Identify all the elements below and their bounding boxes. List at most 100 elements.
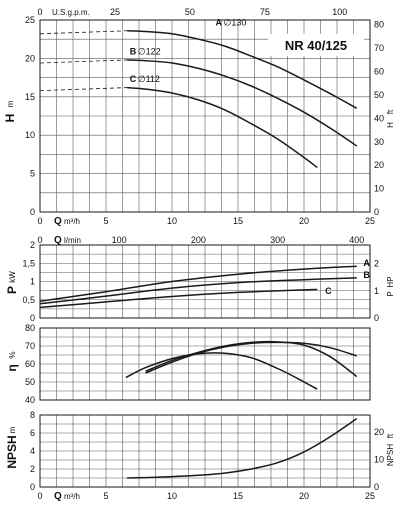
power-curve-label-c: C	[325, 286, 332, 296]
power-top-tick-label: 400	[349, 235, 364, 245]
head-y2-tick-label: 70	[374, 43, 384, 53]
head-top-tick-label: 25	[110, 7, 120, 17]
power-curve-label-a: A	[363, 258, 370, 268]
npsh-x-tick-label: 25	[365, 491, 375, 501]
npsh-y2-axis-label: NPSH	[386, 444, 395, 466]
npsh-x-tick-label: 15	[233, 491, 243, 501]
head-curve-size-b: ∅122	[138, 47, 161, 57]
efficiency-y-axis-unit: %	[8, 351, 17, 358]
efficiency-y-tick-label: 50	[25, 377, 35, 387]
head-x-axis-label: Q	[54, 216, 62, 227]
head-y-tick-label: 5	[30, 169, 35, 179]
head-y-tick-label: 20	[25, 53, 35, 63]
npsh-x-tick-label: 0	[37, 491, 42, 501]
head-y-tick-label: 0	[30, 207, 35, 217]
power-curve-label-b: B	[363, 270, 370, 280]
head-y2-tick-label: 60	[374, 67, 384, 77]
npsh-x-tick-label: 5	[103, 491, 108, 501]
npsh-y-axis-label: NPSH	[5, 435, 19, 468]
head-y2-tick-label: 50	[374, 90, 384, 100]
npsh-x-axis-label: Q	[54, 491, 62, 502]
head-y-tick-label: 15	[25, 92, 35, 102]
npsh-y-tick-label: 4	[30, 446, 35, 456]
npsh-y-tick-label: 8	[30, 410, 35, 420]
power-y-tick-label: 1,5	[22, 258, 35, 268]
head-y2-tick-label: 80	[374, 20, 384, 30]
power-top-tick-label: 100	[112, 235, 127, 245]
power-y-axis-label: P	[5, 286, 19, 294]
head-curve-size-c: ∅112	[138, 74, 160, 84]
power-y-tick-label: 1	[30, 277, 35, 287]
power-y-tick-label: 2	[30, 240, 35, 250]
efficiency-curve-a	[145, 341, 358, 374]
efficiency-curve-b	[145, 340, 358, 378]
npsh-y-tick-label: 2	[30, 464, 35, 474]
npsh-y-tick-label: 6	[30, 428, 35, 438]
power-y2-axis-label: P	[386, 291, 395, 296]
head-dashed-extension	[39, 59, 128, 64]
efficiency-y-tick-label: 60	[25, 359, 35, 369]
head-curve-b	[127, 59, 358, 147]
head-y2-tick-label: 10	[374, 184, 384, 194]
head-x-tick-label: 15	[233, 216, 243, 226]
efficiency-curve-c	[125, 352, 318, 390]
npsh-x-tick-label: 20	[299, 491, 309, 501]
power-frame	[39, 244, 371, 319]
head-top-axis-label: U.S.g.p.m.	[52, 8, 90, 17]
head-x-tick-label: 25	[365, 216, 375, 226]
head-dashed-extension	[39, 30, 128, 35]
head-y2-tick-label: 30	[374, 137, 384, 147]
head-x-tick-label: 5	[103, 216, 108, 226]
head-curve-size-a: ∅130	[224, 17, 247, 27]
power-top-tick-label: 0	[37, 235, 42, 245]
head-curve-a	[127, 30, 358, 109]
power-top-axis-label: Q	[54, 235, 62, 246]
power-y2-tick-label: 2	[374, 259, 379, 269]
head-top-tick-label: 0	[37, 7, 42, 17]
npsh-curve	[127, 417, 358, 479]
efficiency-frame	[39, 327, 371, 401]
power-y-axis-unit: kW	[8, 271, 17, 283]
head-x-tick-label: 10	[167, 216, 177, 226]
head-y2-tick-label: 40	[374, 113, 384, 123]
power-y2-tick-label: 1	[374, 286, 379, 296]
head-frame	[39, 19, 371, 213]
head-y2-axis-label: H	[386, 122, 395, 128]
head-curve-label-c: C	[130, 74, 137, 84]
head-y-axis-label: H	[3, 114, 17, 123]
head-top-tick-label: 100	[332, 7, 347, 17]
head-x-tick-label: 20	[299, 216, 309, 226]
head-top-tick-label: 50	[185, 7, 195, 17]
head-curve-label-b: B	[130, 47, 137, 57]
power-y2-tick-label: 0	[374, 313, 379, 323]
head-dashed-extension	[39, 87, 128, 92]
head-x-tick-label: 0	[37, 216, 42, 226]
npsh-x-tick-label: 10	[167, 491, 177, 501]
head-y2-axis-unit: ft	[386, 109, 395, 114]
power-top-axis-unit: l/min	[64, 236, 81, 245]
power-curve-c	[39, 288, 318, 309]
power-y2-axis-unit: HP	[386, 276, 395, 287]
npsh-y2-axis-unit: ft	[386, 433, 395, 438]
power-curve-b	[39, 277, 357, 305]
npsh-frame	[39, 414, 371, 488]
efficiency-y-tick-label: 70	[25, 341, 35, 351]
model-label: NR 40/125	[285, 38, 347, 53]
head-y2-tick-label: 0	[374, 207, 379, 217]
power-top-tick-label: 200	[191, 235, 206, 245]
head-y-tick-label: 10	[25, 130, 35, 140]
npsh-y-tick-label: 0	[30, 482, 35, 492]
head-x-axis-unit: m³/h	[64, 217, 80, 226]
power-curve-a	[39, 265, 357, 302]
efficiency-y-axis-label: η	[5, 364, 19, 371]
head-y-axis-unit: m	[6, 100, 15, 107]
npsh-y2-tick-label: 0	[374, 482, 379, 492]
head-curve-label-a: A	[216, 17, 223, 27]
head-top-tick-label: 75	[260, 7, 270, 17]
efficiency-y-tick-label: 40	[25, 395, 35, 405]
npsh-x-axis-unit: m³/h	[64, 492, 80, 501]
model-label-bg	[268, 34, 364, 56]
head-y-tick-label: 25	[25, 15, 35, 25]
efficiency-y-tick-label: 80	[25, 323, 35, 333]
